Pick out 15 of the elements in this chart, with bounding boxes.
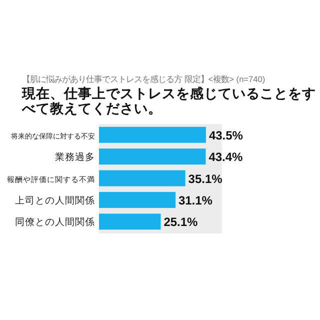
data-label: 43.4% (208, 150, 244, 164)
chart-title: 現在、仕事上でストレスを感じていることをすべて教えてください。 (21, 86, 316, 116)
y-tick-label: 業務過多 (55, 151, 95, 164)
bar (99, 192, 176, 208)
bar (99, 170, 186, 186)
y-tick-label: 同僚との人間関係 (15, 216, 95, 228)
chart-subtitle: 【肌に悩みがあり仕事でストレスを感じる方 限定】<複数> (n=740) (22, 74, 266, 84)
data-label: 43.5% (208, 128, 244, 142)
data-label: 31.1% (178, 193, 213, 208)
bar (99, 214, 161, 230)
bar (99, 148, 206, 165)
data-label: 35.1% (188, 172, 223, 186)
y-tick-label: 上司との人間関係 (15, 194, 95, 206)
data-label: 25.1% (164, 215, 198, 230)
bar (99, 126, 206, 143)
